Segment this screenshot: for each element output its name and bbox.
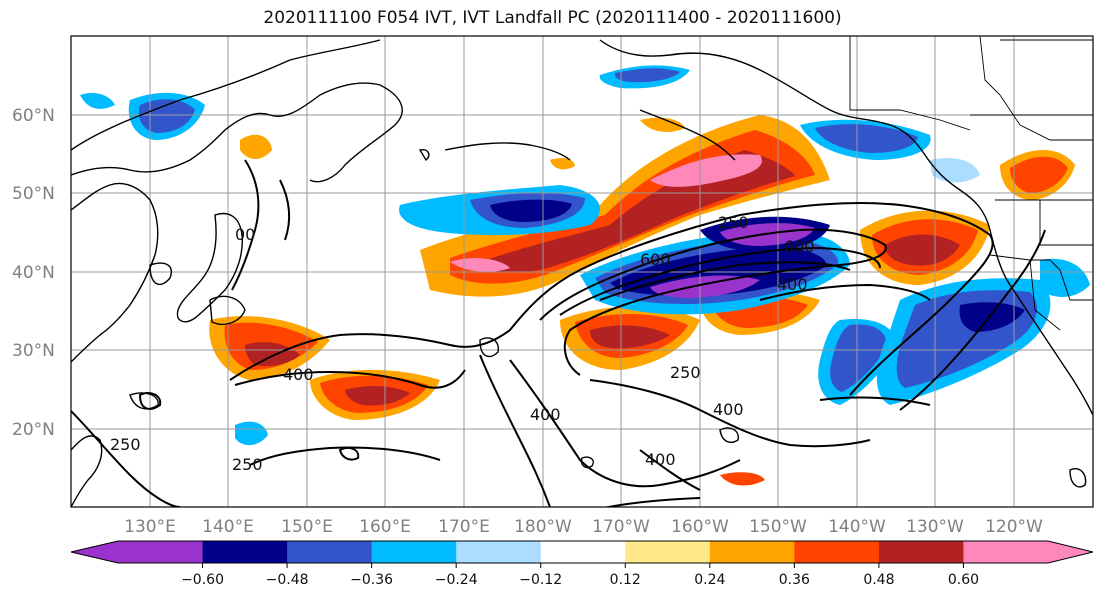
- latitude-labels: 60°N 50°N 40°N 30°N 20°N: [12, 106, 55, 440]
- colorbar-tick-label: 0.12: [610, 572, 641, 588]
- lon-label: 150°E: [281, 517, 333, 537]
- lon-label: 150°W: [749, 517, 807, 537]
- contour-labels: 250 600 600 400 250 400 400 400 250 250 …: [110, 213, 815, 474]
- contour-label: 400: [713, 400, 744, 419]
- colorbar-tick-label: 0.36: [779, 572, 810, 588]
- colorbar-tick-label: −0.48: [266, 572, 309, 588]
- lat-label: 60°N: [12, 106, 55, 126]
- lat-label: 50°N: [12, 184, 55, 204]
- map-frame: [70, 35, 1094, 508]
- contour-label: 400: [777, 275, 808, 294]
- lon-label: 140°E: [202, 517, 254, 537]
- lon-label: 180°W: [514, 517, 572, 537]
- colorbar-segments: [70, 540, 1094, 564]
- colorbar-segment: [456, 541, 542, 563]
- colorbar: −0.60 −0.48 −0.36 −0.24 −0.12 0.12 0.24 0.36 0.4…: [70, 540, 1094, 588]
- colorbar-tick-label: 0.48: [863, 572, 894, 588]
- ivt-contours: [71, 159, 1046, 507]
- lat-label: 30°N: [12, 341, 55, 361]
- colorbar-min-extend: [71, 541, 118, 563]
- lon-label: 130°E: [124, 517, 176, 537]
- lon-label: 170°E: [438, 517, 490, 537]
- lon-label: 160°W: [671, 517, 729, 537]
- contour-label: 250: [670, 363, 701, 382]
- colorbar-segment: [794, 541, 880, 563]
- positive-pc-shading: [209, 115, 1075, 486]
- contour-label: 00: [235, 225, 255, 244]
- colorbar-segment: [709, 541, 795, 563]
- colorbar-tick-label: −0.60: [181, 572, 224, 588]
- colorbar-segment: [963, 541, 1049, 563]
- political-boundaries: [849, 36, 1093, 331]
- lat-label: 40°N: [12, 263, 55, 283]
- colorbar-tick-label: 0.60: [948, 572, 979, 588]
- contour-label: 600: [784, 237, 815, 256]
- contour-label: 400: [283, 365, 314, 384]
- colorbar-segment: [202, 541, 288, 563]
- lon-label: 160°E: [359, 517, 411, 537]
- colorbar-segment: [540, 541, 626, 563]
- colorbar-tick-label: −0.36: [350, 572, 393, 588]
- colorbar-segment: [625, 541, 711, 563]
- colorbar-tick-label: 0.24: [694, 572, 725, 588]
- colorbar-segment: [287, 541, 373, 563]
- lon-label: 130°W: [906, 517, 964, 537]
- contour-label: 250: [232, 455, 263, 474]
- colorbar-tick-label: −0.24: [435, 572, 478, 588]
- contour-label: 600: [640, 250, 671, 269]
- colorbar-segment: [878, 541, 964, 563]
- contour-label: 400: [645, 450, 676, 469]
- coastlines: [71, 39, 1093, 507]
- lon-label: 140°W: [828, 517, 886, 537]
- colorbar-max-extend: [1048, 541, 1093, 563]
- colorbar-ticks: −0.60 −0.48 −0.36 −0.24 −0.12 0.12 0.24 0.36 0.4…: [181, 563, 979, 588]
- contour-label: 400: [530, 405, 561, 424]
- lon-label: 170°W: [592, 517, 650, 537]
- colorbar-segment: [371, 541, 457, 563]
- lon-label: 120°W: [985, 517, 1043, 537]
- contour-label: 250: [110, 435, 141, 454]
- colorbar-outline: [70, 540, 1094, 564]
- map-title: 2020111100 F054 IVT, IVT Landfall PC (20…: [263, 8, 842, 28]
- contour-label: 250: [718, 213, 749, 232]
- colorbar-segment: [118, 541, 204, 563]
- longitude-labels: 130°E 140°E 150°E 160°E 170°E 180°W 170°…: [124, 517, 1043, 537]
- lat-label: 20°N: [12, 420, 55, 440]
- colorbar-tick-label: −0.12: [519, 572, 562, 588]
